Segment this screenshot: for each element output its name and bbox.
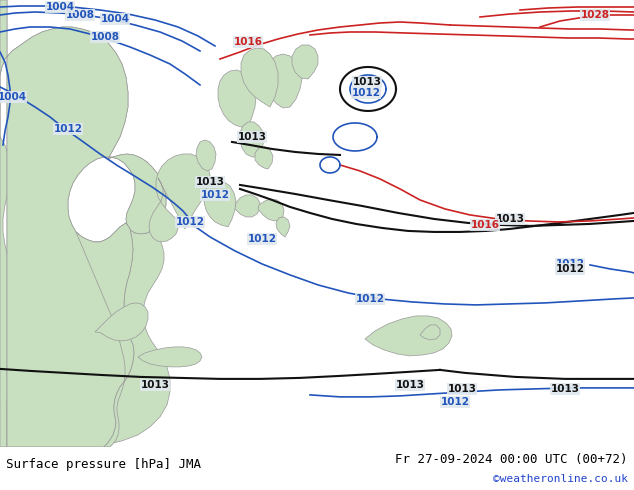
Text: 1012: 1012 [247,234,276,244]
Polygon shape [196,140,216,171]
Text: 1016: 1016 [470,220,500,230]
Text: 1004: 1004 [100,14,129,24]
Polygon shape [204,180,236,227]
Polygon shape [218,70,256,127]
Polygon shape [240,122,264,157]
Text: 1013: 1013 [195,177,224,187]
Text: 1012: 1012 [555,264,585,274]
Text: 1012: 1012 [351,88,380,98]
Text: 1004: 1004 [46,2,75,12]
Text: 1012: 1012 [53,124,82,134]
Polygon shape [276,217,290,237]
Polygon shape [235,195,260,217]
Text: 1013: 1013 [448,384,477,394]
Polygon shape [241,48,278,107]
Text: 1008: 1008 [65,10,94,20]
Polygon shape [292,45,318,79]
Polygon shape [265,54,302,108]
Text: 1008: 1008 [91,32,119,42]
Text: 1013: 1013 [396,380,425,390]
Text: 1013: 1013 [496,214,524,224]
Polygon shape [258,199,284,221]
Text: 1012: 1012 [356,294,384,304]
Text: Fr 27-09-2024 00:00 UTC (00+72): Fr 27-09-2024 00:00 UTC (00+72) [395,453,628,466]
Text: 1004: 1004 [0,92,27,102]
Text: 1012: 1012 [176,217,205,227]
Text: 1013: 1013 [550,384,579,394]
Text: 1012: 1012 [555,259,585,269]
Polygon shape [138,347,202,367]
Polygon shape [149,154,210,242]
Text: 1013: 1013 [353,77,382,87]
Polygon shape [0,0,166,447]
Polygon shape [0,0,22,447]
Text: Surface pressure [hPa] JMA: Surface pressure [hPa] JMA [6,458,202,471]
Text: 1012: 1012 [441,397,470,407]
Polygon shape [95,303,148,341]
Text: 1013: 1013 [141,380,169,390]
Polygon shape [255,147,273,169]
Polygon shape [365,316,452,356]
Text: 1013: 1013 [238,132,266,142]
Text: 1028: 1028 [581,10,609,20]
Text: 1016: 1016 [233,37,262,47]
Text: 1012: 1012 [200,190,230,200]
Polygon shape [0,0,170,447]
Text: ©weatheronline.co.uk: ©weatheronline.co.uk [493,473,628,484]
Polygon shape [76,223,134,447]
Polygon shape [420,325,440,340]
